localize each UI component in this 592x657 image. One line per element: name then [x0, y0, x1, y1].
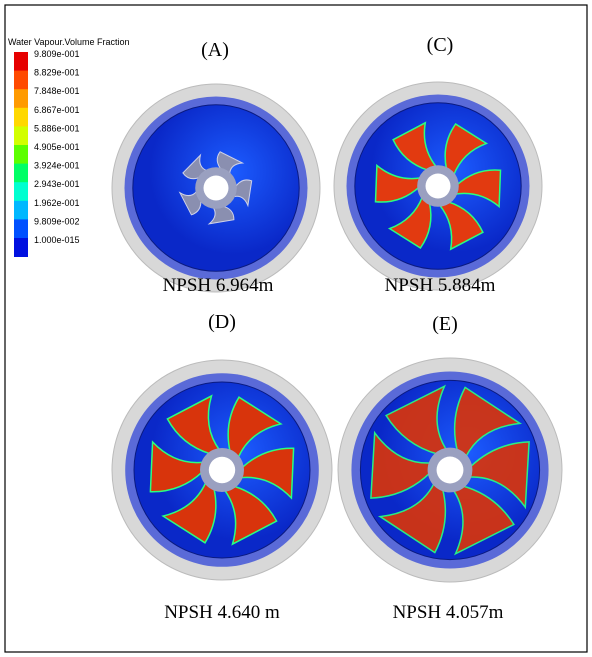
panel-caption: NPSH 5.884m [385, 275, 496, 296]
legend-label: 7.848e-001 [34, 86, 80, 96]
impeller [112, 360, 332, 580]
legend-label: 3.924e-001 [34, 161, 80, 171]
legend-title: Water Vapour.Volume Fraction [8, 37, 130, 47]
impeller [112, 84, 320, 292]
hub-hole [437, 457, 464, 484]
panel-label: (E) [432, 313, 458, 335]
legend-swatch [14, 238, 28, 257]
legend-label: 5.886e-001 [34, 123, 80, 133]
legend-swatch [14, 126, 28, 145]
legend-label: 8.829e-001 [34, 68, 80, 78]
panel-caption: NPSH 6.964m [163, 275, 274, 296]
legend-swatch [14, 201, 28, 220]
legend-swatch [14, 219, 28, 238]
figure: 9.809e-001 8.829e-001 7.848e-001 6.867e-001… [0, 0, 592, 657]
panel-label: (C) [427, 34, 454, 56]
legend-swatch [14, 182, 28, 201]
hub-hole [426, 174, 451, 199]
legend-swatch [14, 145, 28, 164]
panel-label: (A) [201, 39, 229, 61]
impeller [338, 358, 562, 582]
legend-label: 1.000e-015 [34, 235, 80, 245]
legend-swatch [14, 52, 28, 71]
panel-label: (D) [208, 311, 236, 333]
panel-caption: NPSH 4.057m [393, 602, 504, 623]
legend-swatch [14, 89, 28, 108]
impeller [334, 82, 542, 290]
hub-hole [209, 457, 235, 483]
hub-hole [204, 176, 229, 201]
legend-swatch [14, 164, 28, 183]
legend-swatch [14, 108, 28, 127]
panel-caption: NPSH 4.640 m [164, 602, 280, 623]
legend-label: 2.943e-001 [34, 179, 80, 189]
legend-label: 9.809e-001 [34, 49, 80, 59]
legend-label: 4.905e-001 [34, 142, 80, 152]
legend-swatch [14, 71, 28, 90]
legend-label: 1.962e-001 [34, 198, 80, 208]
legend-label: 6.867e-001 [34, 105, 80, 115]
legend-label: 9.809e-002 [34, 216, 80, 226]
